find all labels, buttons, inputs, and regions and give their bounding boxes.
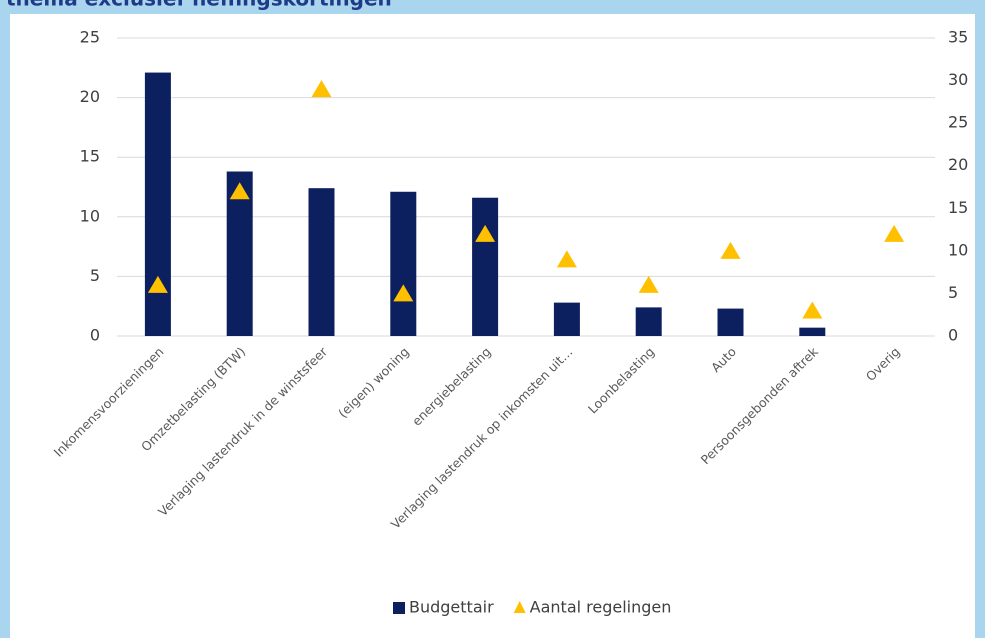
bar [472,197,499,336]
legend-swatch [513,601,526,613]
y2-tick-label: 25 [948,113,968,132]
bar [635,307,662,336]
bar [144,72,171,337]
y-tick-label: 20 [80,87,100,106]
y2-tick-label: 30 [948,70,968,89]
triangle-marker [884,224,905,242]
y2-tick-label: 35 [948,28,968,47]
triangle-marker [229,182,250,200]
triangle-marker [802,301,823,319]
legend-swatch [393,602,405,614]
y-tick-label: 0 [90,326,100,345]
bar [717,308,744,336]
triangle-marker [147,275,168,293]
bar [390,191,417,336]
y-tick-label: 15 [80,147,100,166]
y-tick-label: 10 [80,206,100,225]
y2-tick-label: 15 [948,198,968,217]
chart-title: thema exclusief heffingskortingen [6,0,392,11]
y2-tick-label: 20 [948,155,968,174]
triangle-marker [311,80,332,98]
triangle-marker [720,241,741,259]
legend-label: Budgettair [409,598,494,617]
y2-tick-label: 5 [948,283,958,302]
triangle-marker [638,275,659,293]
bar [799,327,826,336]
y-tick-label: 25 [80,28,100,47]
bar [553,302,580,336]
y2-tick-label: 10 [948,240,968,259]
legend-label: Aantal regelingen [530,598,672,617]
triangle-marker [475,224,496,242]
bar [308,188,335,336]
y2-tick-label: 0 [948,326,958,345]
triangle-marker [393,284,414,302]
y-tick-label: 5 [90,266,100,285]
triangle-marker [556,250,577,268]
